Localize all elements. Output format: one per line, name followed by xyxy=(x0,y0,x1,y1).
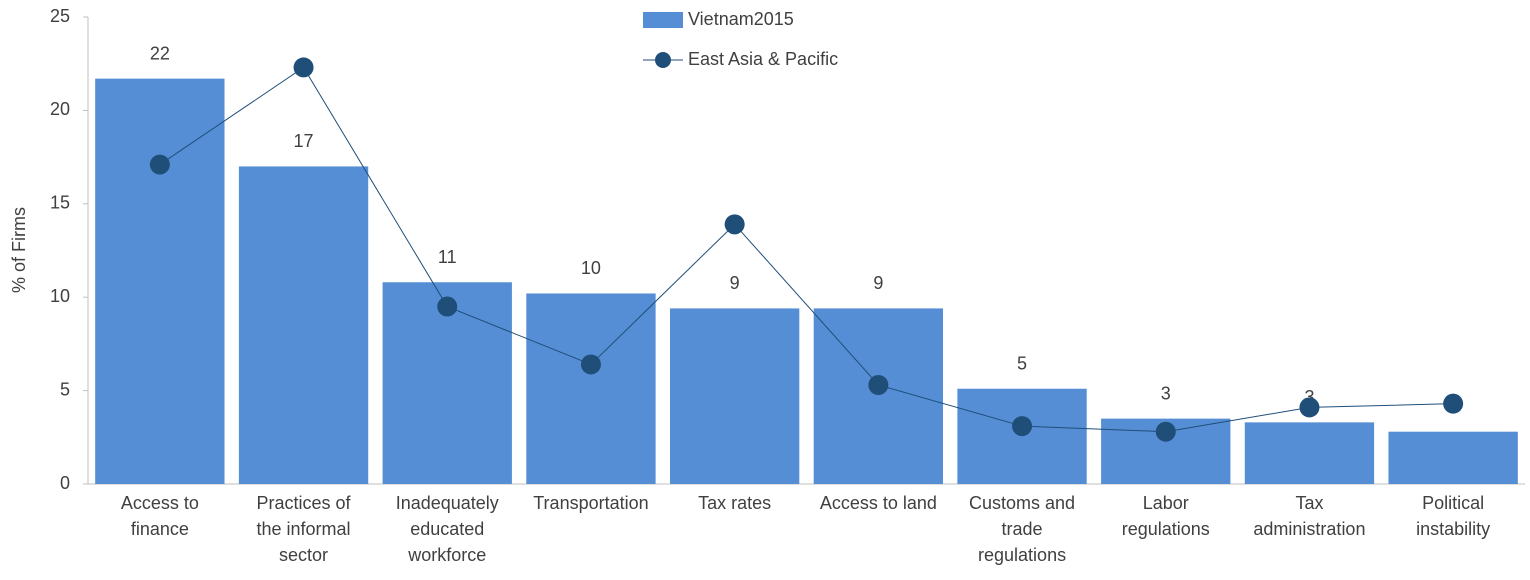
data-label: 22 xyxy=(150,43,170,63)
bar xyxy=(1388,431,1518,484)
line xyxy=(159,66,1454,433)
y-tick-label: 5 xyxy=(60,379,70,399)
bar xyxy=(813,308,944,484)
x-tick-label: Tax rates xyxy=(698,493,771,513)
data-label: 9 xyxy=(730,273,740,293)
bar xyxy=(238,166,369,484)
data-label: 5 xyxy=(1017,353,1027,373)
x-tick-label: Customs and trade regulations xyxy=(969,493,1075,565)
marker xyxy=(1012,416,1033,437)
marker xyxy=(1299,397,1320,418)
data-label: 11 xyxy=(438,247,457,267)
marker xyxy=(724,214,745,235)
x-tick-label: Access to land xyxy=(820,493,937,513)
y-axis-label: % of Firms xyxy=(9,207,29,293)
legend-label: Vietnam2015 xyxy=(688,9,794,29)
marker xyxy=(149,154,170,175)
bar xyxy=(669,308,800,484)
legend-swatch xyxy=(655,52,671,68)
data-label: 17 xyxy=(294,131,314,151)
bar xyxy=(957,388,1087,484)
x-tick-label: Access to finance xyxy=(121,493,199,539)
x-tick-label: Political instability xyxy=(1416,493,1490,539)
bar xyxy=(526,293,656,484)
data-label: 3 xyxy=(1161,383,1171,403)
data-label: 3 xyxy=(1304,387,1314,407)
x-tick-label: Practices of the informal sector xyxy=(257,493,352,565)
x-tick-label: Tax administration xyxy=(1253,493,1365,539)
y-tick-label: 0 xyxy=(60,473,70,493)
y-tick-label: 15 xyxy=(50,193,70,213)
marker xyxy=(868,374,889,395)
data-label: 10 xyxy=(581,258,601,278)
marker xyxy=(580,354,601,375)
marker xyxy=(1155,421,1176,442)
legend-label: East Asia & Pacific xyxy=(688,49,838,69)
marker xyxy=(437,296,458,317)
legend-swatch xyxy=(643,12,683,28)
marker xyxy=(293,57,314,78)
x-tick-label: Inadequately educated workforce xyxy=(396,493,499,565)
bar xyxy=(95,78,225,485)
y-tick-label: 20 xyxy=(50,99,70,119)
y-tick-label: 25 xyxy=(50,6,70,26)
marker xyxy=(1443,393,1464,414)
data-label: 9 xyxy=(873,273,883,293)
x-tick-label: Labor regulations xyxy=(1122,493,1210,539)
y-tick-label: 10 xyxy=(50,286,70,306)
x-tick-label: Transportation xyxy=(533,493,648,513)
bar xyxy=(1244,422,1375,484)
